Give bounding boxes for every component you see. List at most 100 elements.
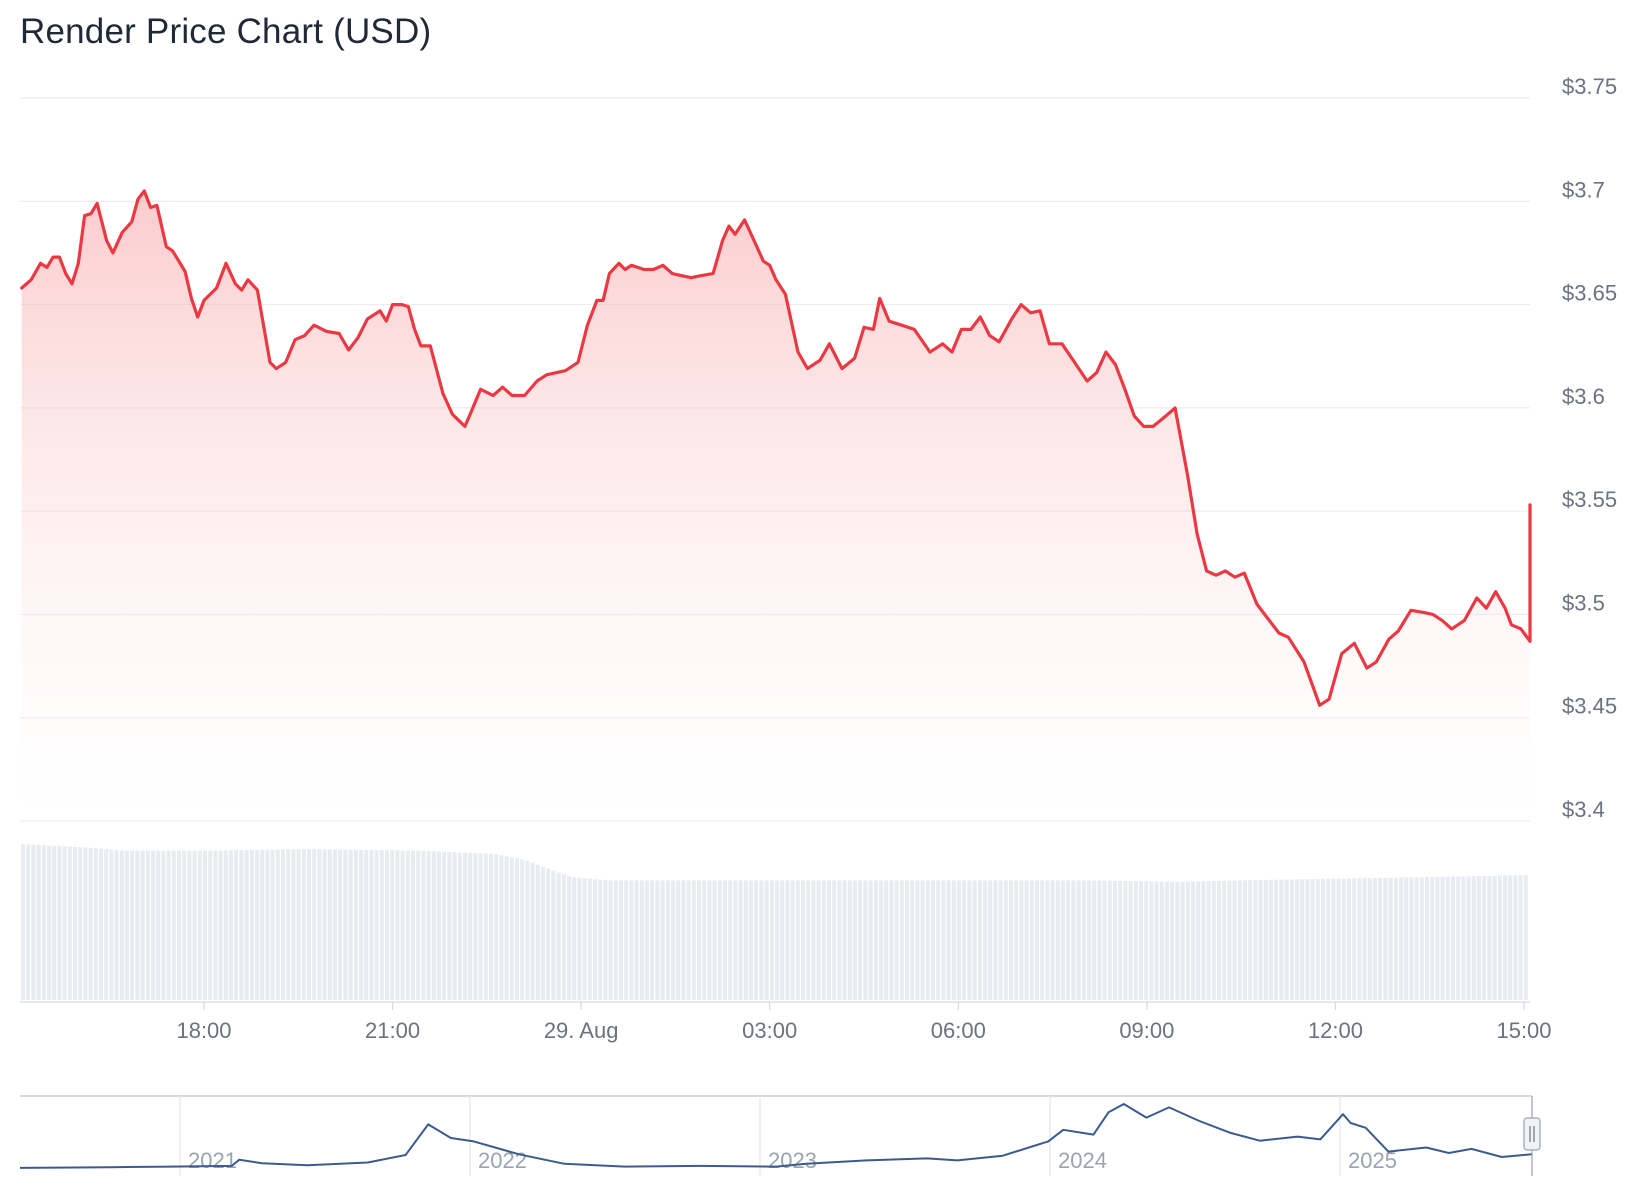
volume-bar: [1087, 880, 1091, 1000]
y-axis-labels: $3.75 $3.7 $3.65 $3.6 $3.55 $3.5 $3.45 $3.4: [1562, 74, 1617, 822]
volume-bar: [1508, 875, 1513, 1000]
volume-bar: [400, 850, 405, 1000]
range-navigator[interactable]: 2021 2022 2023 2024 2025: [19, 1095, 1541, 1176]
volume-bar: [1425, 877, 1429, 1000]
volume-bar: [972, 880, 977, 1000]
volume-bar: [151, 850, 155, 1000]
volume-bar: [1040, 880, 1045, 1000]
volume-bar: [1144, 881, 1149, 1000]
volume-bar: [31, 844, 36, 1000]
volume-bar: [93, 848, 98, 1000]
volume-bar: [655, 880, 660, 1000]
volume-bar: [801, 880, 805, 1000]
volume-bar: [1414, 877, 1419, 1000]
volume-bar: [223, 850, 228, 1000]
volume-bar: [977, 880, 982, 1000]
volume-bar: [671, 880, 675, 1000]
volume-bar: [1222, 880, 1227, 1000]
volume-bar: [1206, 881, 1211, 1000]
volume-bar: [1243, 880, 1247, 1000]
volume-bar: [759, 880, 764, 1000]
navigator-year-label: 2023: [768, 1148, 817, 1173]
volume-bar: [1258, 879, 1263, 1000]
volume-bar: [1003, 880, 1008, 1000]
volume-bar: [197, 850, 202, 1000]
volume-bar: [1440, 876, 1445, 1000]
volume-bar: [1019, 880, 1024, 1000]
volume-bar: [941, 880, 946, 1000]
volume-bar: [1185, 881, 1190, 1000]
volume-bar: [426, 851, 431, 1000]
volume-bar: [296, 849, 301, 1000]
volume-bar: [1487, 875, 1492, 1000]
volume-bar: [166, 850, 171, 1000]
volume-bar: [561, 874, 566, 1000]
volume-bar: [1191, 881, 1195, 1000]
volume-bar: [1201, 881, 1206, 1000]
volume-bar: [879, 880, 883, 1000]
volume-bar: [764, 880, 769, 1000]
volume-bar: [905, 880, 909, 1000]
volume-bar: [1175, 881, 1180, 1000]
volume-bar: [1518, 875, 1523, 1000]
volume-bar: [47, 845, 51, 1000]
volume-bar: [1237, 880, 1242, 1000]
volume-bar: [1035, 880, 1039, 1000]
x-tick-label: 29. Aug: [544, 1018, 619, 1043]
volume-bar: [1321, 878, 1325, 1000]
volume-bar: [993, 880, 998, 1000]
volume-bar: [57, 846, 62, 1000]
volume-bar: [785, 880, 790, 1000]
volume-bar: [473, 853, 478, 1000]
volume-bar: [431, 851, 436, 1000]
volume-bar: [821, 880, 826, 1000]
volume-bar: [265, 849, 270, 1000]
volume-bar: [603, 880, 608, 1000]
navigator-year-label: 2022: [478, 1148, 527, 1173]
volume-bar: [1118, 880, 1123, 1000]
volume-bar: [83, 847, 88, 1000]
volume-bar: [525, 860, 530, 1000]
volume-bar: [161, 850, 166, 1000]
volume-bar: [1081, 880, 1086, 1000]
volume-bar: [78, 847, 83, 1000]
volume-bar: [1066, 880, 1071, 1000]
volume-bar: [697, 880, 701, 1000]
volume-bar: [1107, 880, 1112, 1000]
volume-bar: [1274, 879, 1279, 1000]
volume-bar: [390, 850, 395, 1000]
volume-bar: [842, 880, 847, 1000]
price-area: [21, 191, 1531, 821]
volume-bar: [686, 880, 691, 1000]
volume-bar: [213, 850, 218, 1000]
volume-bar: [203, 850, 207, 1000]
volume-bar: [1024, 880, 1029, 1000]
volume-bar: [494, 854, 499, 1000]
volume-bar: [551, 870, 556, 1000]
volume-bar: [967, 880, 972, 1000]
volume-bar: [1139, 881, 1143, 1000]
volume-bar: [665, 880, 670, 1000]
volume-bar: [619, 880, 623, 1000]
volume-bar: [1076, 880, 1081, 1000]
volume-bar: [587, 878, 592, 1000]
price-area-fill: [21, 191, 1531, 821]
volume-bar: [1014, 880, 1019, 1000]
volume-bar: [567, 876, 571, 1000]
navigator-year-label: 2024: [1058, 1148, 1107, 1173]
volume-bar: [379, 850, 384, 1000]
volume-bar: [255, 849, 259, 1000]
volume-bar: [868, 880, 873, 1000]
volume-bar: [1315, 878, 1320, 1000]
volume-bar: [1159, 881, 1164, 1000]
volume-bar: [114, 850, 119, 1000]
volume-bar: [364, 849, 369, 1000]
y-tick-label: $3.55: [1562, 487, 1617, 512]
volume-bar: [109, 849, 114, 1000]
volume-bar: [889, 880, 894, 1000]
volume-bar: [62, 846, 67, 1000]
navigator-handle[interactable]: [1523, 1117, 1541, 1151]
volume-bar: [1471, 876, 1476, 1000]
x-axis-labels: 18:00 21:00 29. Aug 03:00 06:00 09:00 12:00 15:…: [20, 1001, 1552, 1043]
volume-bar: [613, 880, 618, 1000]
